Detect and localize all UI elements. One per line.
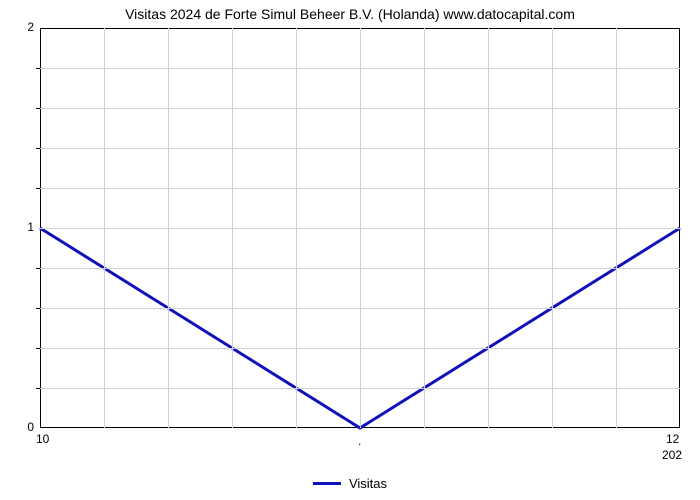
grid-line-horizontal bbox=[40, 188, 680, 189]
legend-swatch bbox=[313, 482, 341, 485]
chart-title: Visitas 2024 de Forte Simul Beheer B.V. … bbox=[0, 6, 700, 22]
x-axis-tick-label: 10 bbox=[36, 432, 49, 446]
y-axis-tick-label: 2 bbox=[27, 20, 34, 34]
y-axis-tick-label: 1 bbox=[27, 220, 34, 234]
grid-line-horizontal bbox=[40, 268, 680, 269]
x-axis-tick-label: 12 bbox=[666, 432, 679, 446]
y-axis-minor-tick bbox=[36, 108, 40, 109]
grid-line-horizontal bbox=[40, 148, 680, 149]
grid-line-horizontal bbox=[40, 308, 680, 309]
grid-line-horizontal bbox=[40, 108, 680, 109]
legend-label: Visitas bbox=[349, 476, 387, 491]
y-axis-minor-tick bbox=[36, 348, 40, 349]
grid-line-horizontal bbox=[40, 348, 680, 349]
x-axis-mid-marker: . bbox=[358, 434, 361, 448]
y-axis-minor-tick bbox=[36, 68, 40, 69]
grid-line-horizontal bbox=[40, 388, 680, 389]
y-axis-minor-tick bbox=[36, 308, 40, 309]
y-axis-minor-tick bbox=[36, 268, 40, 269]
y-axis-minor-tick bbox=[36, 388, 40, 389]
chart-container: Visitas 2024 de Forte Simul Beheer B.V. … bbox=[0, 0, 700, 500]
x-axis-secondary-label: 202 bbox=[662, 448, 682, 462]
legend: Visitas bbox=[313, 476, 387, 491]
grid-line-horizontal bbox=[40, 68, 680, 69]
grid-line-horizontal bbox=[40, 228, 680, 229]
y-axis-minor-tick bbox=[36, 188, 40, 189]
y-axis-tick-label: 0 bbox=[27, 420, 34, 434]
y-axis-minor-tick bbox=[36, 148, 40, 149]
